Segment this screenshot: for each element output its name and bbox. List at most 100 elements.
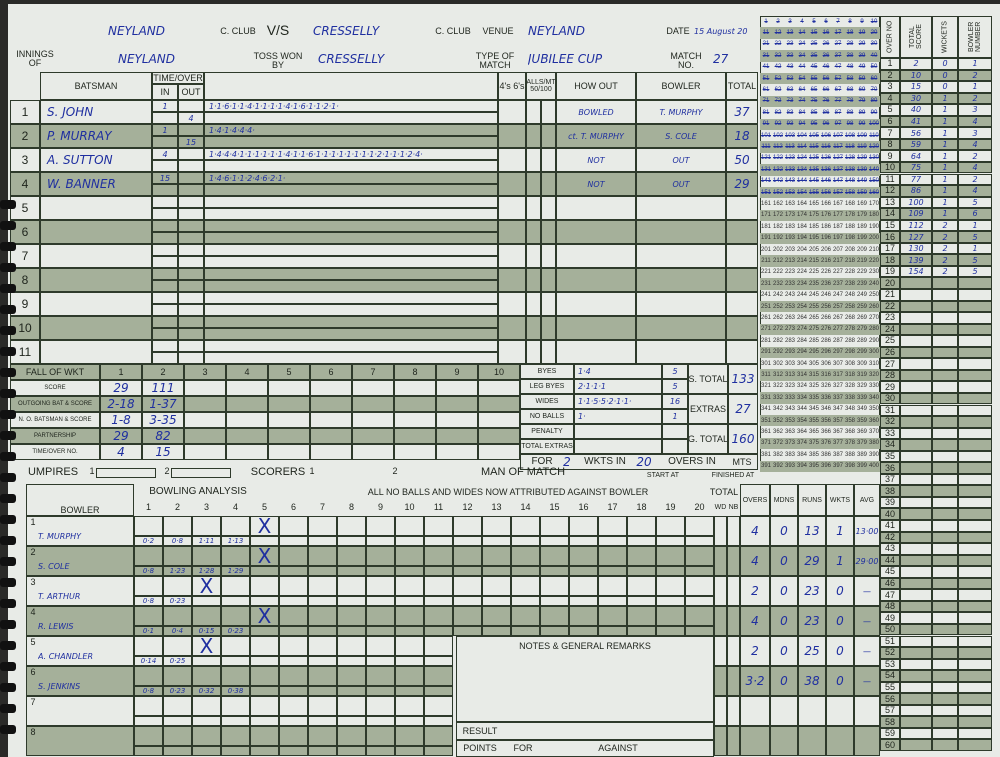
over-wickets[interactable] xyxy=(932,289,958,301)
fow-value[interactable]: 3-35 xyxy=(142,412,184,428)
over-total-score[interactable]: 59 xyxy=(900,138,932,151)
over-cell[interactable] xyxy=(366,576,395,596)
extras-count[interactable]: 5 xyxy=(662,364,688,379)
over-cell[interactable] xyxy=(482,606,511,626)
over-bowler-number[interactable]: 4 xyxy=(958,185,992,197)
fow-value[interactable]: 2-18 xyxy=(100,396,142,412)
over-bowler-number[interactable] xyxy=(958,450,992,463)
over-wickets[interactable] xyxy=(932,450,958,463)
over-cell[interactable] xyxy=(163,546,192,566)
over-bowler-number[interactable]: 2 xyxy=(958,69,992,82)
over-cell[interactable] xyxy=(134,696,163,716)
over-cell[interactable] xyxy=(366,636,395,656)
extras-count[interactable]: 16 xyxy=(662,394,688,409)
over-bowler-number[interactable] xyxy=(958,462,992,474)
over-bowler-number[interactable] xyxy=(958,520,992,532)
over-total-score[interactable] xyxy=(900,554,932,567)
batsman-name[interactable]: W. BANNER xyxy=(40,172,152,196)
over-wickets[interactable]: 0 xyxy=(932,69,958,82)
batsman-name[interactable] xyxy=(40,196,152,220)
over-wickets[interactable] xyxy=(932,462,958,474)
time-out[interactable] xyxy=(178,232,204,244)
over-total-score[interactable] xyxy=(900,600,932,613)
over-total-score[interactable] xyxy=(900,704,932,717)
over-wickets[interactable] xyxy=(932,531,958,544)
over-cell[interactable] xyxy=(337,576,366,596)
fow-value[interactable]: 82 xyxy=(142,428,184,444)
over-wickets[interactable]: 0 xyxy=(932,58,958,70)
bowler-row[interactable] xyxy=(26,546,134,576)
runs-scored[interactable]: 1·4·1·4·4·4· xyxy=(204,124,498,136)
fow-value[interactable] xyxy=(436,380,478,396)
over-wickets[interactable] xyxy=(932,346,958,359)
over-total-score[interactable] xyxy=(900,496,932,509)
over-wickets[interactable] xyxy=(932,543,958,555)
over-cell[interactable] xyxy=(424,576,453,596)
over-cell[interactable] xyxy=(395,576,424,596)
bowler[interactable] xyxy=(636,292,726,316)
batsman-name[interactable] xyxy=(40,316,152,340)
umpire-1-field[interactable] xyxy=(96,468,156,478)
over-cell[interactable] xyxy=(279,726,308,746)
over-cell[interactable] xyxy=(540,606,569,626)
over-bowler-number[interactable]: 5 xyxy=(958,231,992,243)
extras-detail[interactable]: 1·1·5·5·2·1·1· xyxy=(574,394,662,409)
over-cell[interactable] xyxy=(221,606,250,626)
fow-value[interactable] xyxy=(226,428,268,444)
bowler-wkts[interactable]: 0 xyxy=(826,606,854,636)
over-wickets[interactable]: 1 xyxy=(932,185,958,197)
over-cell[interactable] xyxy=(685,516,714,536)
bowler-row[interactable] xyxy=(26,636,134,666)
over-cell[interactable] xyxy=(134,606,163,626)
over-bowler-number[interactable] xyxy=(958,543,992,555)
bowler-name[interactable]: S. COLE xyxy=(38,561,70,571)
batsman-name[interactable]: S. JOHN xyxy=(40,100,152,124)
bowler-row[interactable] xyxy=(26,606,134,636)
over-wickets[interactable] xyxy=(932,589,958,601)
innings-of[interactable]: NEYLAND xyxy=(118,52,175,66)
over-total-score[interactable] xyxy=(900,485,932,497)
bowler-mdns[interactable]: 0 xyxy=(770,636,798,666)
over-cell[interactable] xyxy=(337,666,366,686)
over-wickets[interactable]: 2 xyxy=(932,242,958,255)
fow-value[interactable] xyxy=(394,444,436,460)
over-bowler-number[interactable] xyxy=(958,508,992,520)
time-in[interactable] xyxy=(152,316,178,328)
over-bowler-number[interactable] xyxy=(958,312,992,324)
bowler-runs[interactable] xyxy=(798,726,826,756)
over-bowler-number[interactable] xyxy=(958,496,992,509)
over-cell[interactable] xyxy=(221,546,250,566)
over-bowler-number[interactable] xyxy=(958,485,992,497)
runs-scored[interactable] xyxy=(204,220,498,232)
bowler-name[interactable]: S. JENKINS xyxy=(38,681,81,691)
over-cell[interactable] xyxy=(395,636,424,656)
match-no[interactable]: 27 xyxy=(713,52,729,66)
over-bowler-number[interactable] xyxy=(958,589,992,601)
bowler-row[interactable] xyxy=(26,696,134,726)
bowler-runs[interactable]: 25 xyxy=(798,636,826,666)
over-bowler-number[interactable]: 1 xyxy=(958,58,992,70)
over-bowler-number[interactable] xyxy=(958,739,992,751)
over-cell[interactable] xyxy=(163,696,192,716)
time-in[interactable] xyxy=(152,220,178,232)
over-total-score[interactable]: 30 xyxy=(900,92,932,105)
over-cell[interactable] xyxy=(250,726,279,746)
runs-scored[interactable] xyxy=(204,292,498,304)
bowler-name[interactable]: T. ARTHUR xyxy=(38,591,81,601)
extras-count[interactable] xyxy=(662,424,688,439)
over-total-score[interactable] xyxy=(900,335,932,347)
batsman-name[interactable] xyxy=(40,292,152,316)
over-bowler-number[interactable]: 3 xyxy=(958,104,992,116)
over-wickets[interactable] xyxy=(932,485,958,497)
over-wickets[interactable]: 2 xyxy=(932,219,958,232)
over-total-score[interactable]: 130 xyxy=(900,242,932,255)
over-cell[interactable] xyxy=(424,696,453,716)
how-out[interactable] xyxy=(556,196,636,220)
fow-value[interactable] xyxy=(352,380,394,396)
over-cell[interactable] xyxy=(163,576,192,596)
batsman-name[interactable] xyxy=(40,340,152,364)
how-out[interactable] xyxy=(556,244,636,268)
over-wickets[interactable] xyxy=(932,427,958,440)
over-wickets[interactable]: 1 xyxy=(932,127,958,139)
over-cell[interactable] xyxy=(308,666,337,686)
